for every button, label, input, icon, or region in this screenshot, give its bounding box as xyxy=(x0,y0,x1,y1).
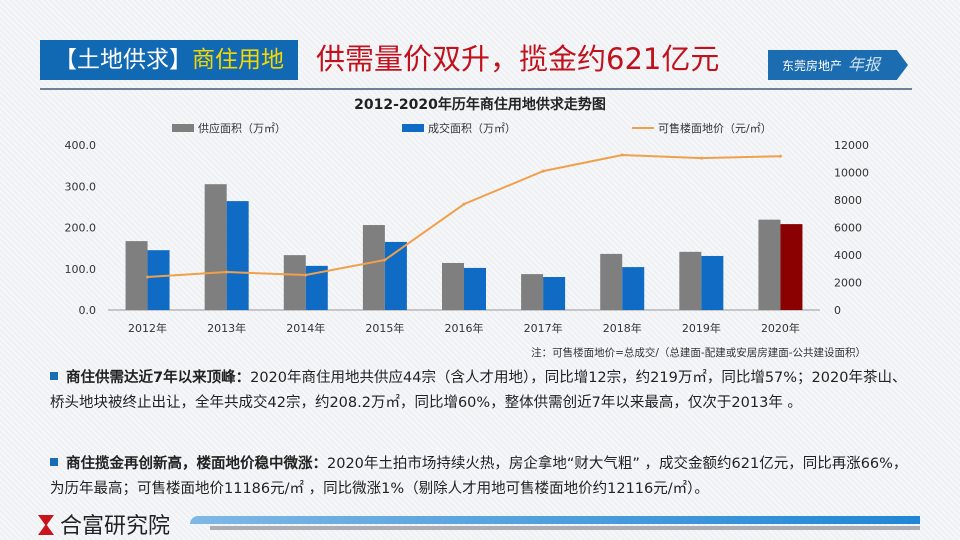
legend-swatch-1 xyxy=(402,124,424,132)
legend-label-2: 可售楼面地价（元/㎡） xyxy=(658,121,772,135)
footer-line xyxy=(210,526,920,530)
bar-deal-2017年 xyxy=(543,277,566,310)
bar-deal-2012年 xyxy=(147,250,170,310)
x-tick: 2016年 xyxy=(445,321,484,335)
x-tick: 2019年 xyxy=(682,321,721,335)
bar-deal-2018年 xyxy=(622,267,645,310)
bullet-1-text: 2020年商住用地共供应44宗（含人才用地），同比增12宗，约219万㎡，同比增… xyxy=(50,370,907,411)
x-tick: 2020年 xyxy=(761,321,800,335)
bullet-2-text: 2020年土拍市场持续火热，房企拿地“财大气粗” ，成交金额约621亿元，同比再… xyxy=(50,456,908,497)
bar-supply-2014年 xyxy=(283,255,306,310)
legend-label-0: 供应面积（万㎡） xyxy=(198,121,286,135)
bar-supply-2016年 xyxy=(442,262,464,310)
legend-label-1: 成交面积（万㎡） xyxy=(428,121,516,135)
right-tick: 8000 xyxy=(834,194,862,207)
footer-org: 合富研究院 xyxy=(38,508,170,540)
tag-right: 商住用地 xyxy=(192,47,284,73)
right-tick: 2000 xyxy=(834,277,862,290)
point-land-price-2017年 xyxy=(541,169,545,173)
bar-supply-2017年 xyxy=(521,274,544,310)
bar-deal-2014年 xyxy=(305,265,328,310)
right-tick: 12000 xyxy=(834,139,869,152)
right-tick: 4000 xyxy=(834,249,862,262)
bar-deal-2013年 xyxy=(226,201,249,310)
footer-swoosh xyxy=(190,516,920,524)
point-land-price-2014年 xyxy=(304,273,308,277)
footer-org-name: 合富研究院 xyxy=(60,514,171,539)
bar-supply-2020年 xyxy=(758,219,781,310)
brand-script: 年报 xyxy=(848,55,881,74)
chart-title: 2012-2020年历年商住用地供求走势图 xyxy=(354,96,606,113)
bullet-square-icon xyxy=(50,372,58,380)
logo-icon xyxy=(38,515,54,535)
point-land-price-2020年 xyxy=(778,154,782,158)
x-tick: 2017年 xyxy=(524,321,563,335)
bullet-2: 商住揽金再创新高，楼面地价稳中微涨：2020年土拍市场持续火热，房企拿地“财大气… xyxy=(50,452,910,502)
tag-left: 【土地供求】 xyxy=(54,47,192,73)
left-tick: 100.0 xyxy=(65,263,97,276)
left-tick: 400.0 xyxy=(65,139,97,152)
point-land-price-2012年 xyxy=(146,275,150,279)
left-tick: 0.0 xyxy=(79,304,97,317)
point-land-price-2019年 xyxy=(699,156,703,160)
bullet-2-bold: 商住揽金再创新高，楼面地价稳中微涨： xyxy=(66,456,327,472)
x-tick: 2018年 xyxy=(603,321,642,335)
bar-deal-2019年 xyxy=(701,255,724,310)
x-tick: 2014年 xyxy=(286,321,325,335)
bullet-1: 商住供需达近7年以来顶峰：2020年商住用地共供应44宗（含人才用地），同比增1… xyxy=(50,366,910,416)
bar-deal-2015年 xyxy=(384,241,407,310)
headline: 供需量价双升，揽金约621亿元 xyxy=(316,42,720,76)
bar-supply-2013年 xyxy=(204,184,227,310)
chart-note: 注：可售楼面地价=总成交/（总建面-配建或安居房建面-公共建设面积） xyxy=(531,346,866,359)
x-tick: 2013年 xyxy=(207,321,246,335)
bar-deal-2016年 xyxy=(464,267,486,310)
legend-swatch-0 xyxy=(172,124,194,132)
brand-text: 东莞房地产 xyxy=(782,59,843,73)
x-tick: 2012年 xyxy=(128,321,167,335)
left-tick: 200.0 xyxy=(65,222,97,235)
right-tick: 10000 xyxy=(834,167,869,180)
section-tag: 【土地供求】商住用地 xyxy=(40,40,298,80)
point-land-price-2015年 xyxy=(383,258,387,262)
bar-supply-2012年 xyxy=(125,241,148,310)
bullet-square-icon xyxy=(50,458,58,466)
bar-supply-2019年 xyxy=(679,251,702,310)
bar-supply-2015年 xyxy=(362,225,385,310)
header-divider xyxy=(40,88,912,90)
brand-badge: 东莞房地产 年报 xyxy=(768,50,908,80)
point-land-price-2013年 xyxy=(225,270,229,274)
point-land-price-2016年 xyxy=(462,202,466,206)
left-tick: 300.0 xyxy=(65,180,97,193)
bar-deal-2020年 xyxy=(780,224,803,310)
right-tick: 6000 xyxy=(834,222,862,235)
bar-supply-2018年 xyxy=(600,253,623,310)
x-tick: 2015年 xyxy=(365,321,404,335)
right-tick: 0 xyxy=(834,304,841,317)
bullet-1-bold: 商住供需达近7年以来顶峰： xyxy=(66,370,251,386)
point-land-price-2018年 xyxy=(620,153,624,157)
